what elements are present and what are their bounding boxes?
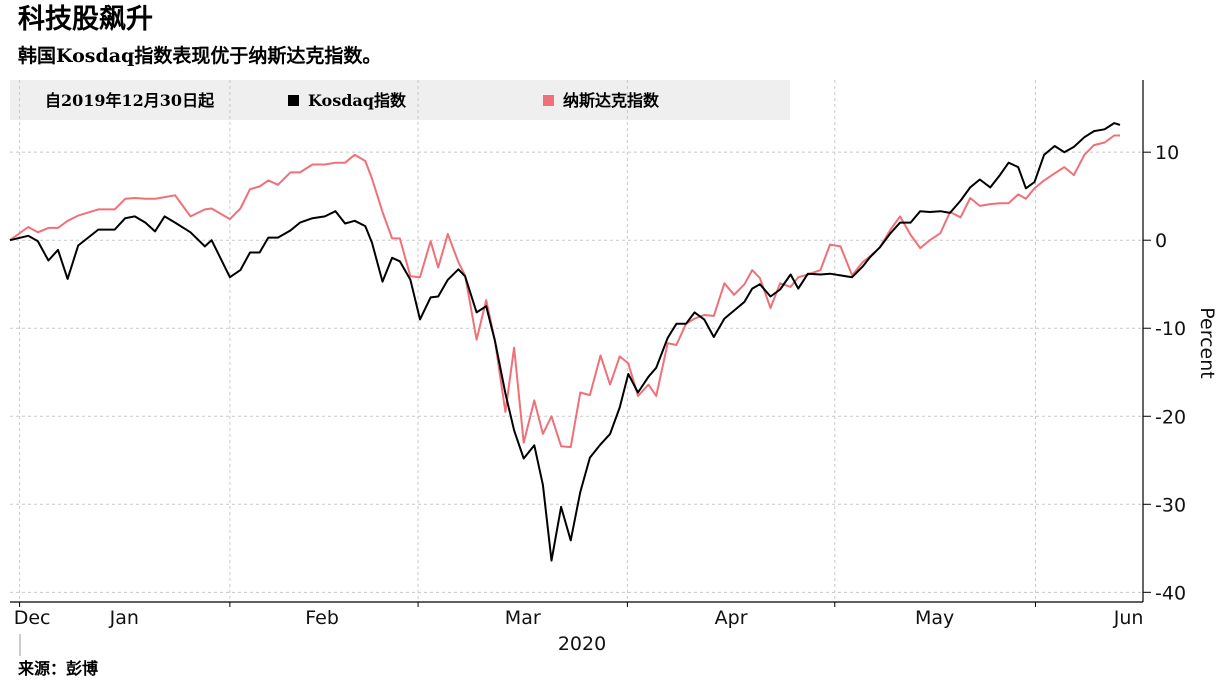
chart-title: 科技股飙升: [18, 4, 153, 35]
x-tick-label: May: [915, 607, 954, 629]
x-tick-label: Apr: [715, 607, 748, 629]
y-tick-label: -20: [1155, 406, 1186, 428]
legend-label: 纳斯达克指数: [563, 91, 660, 110]
x-tick-label: Dec: [14, 607, 51, 629]
legend-swatch: [288, 95, 299, 106]
y-tick-label: -30: [1155, 494, 1186, 516]
series-line: [9, 134, 1120, 449]
legend-note: 自2019年12月30日起: [45, 91, 215, 110]
x-axis-label: 2020: [558, 633, 606, 655]
x-tick-label: Jan: [109, 607, 139, 629]
legend-label: Kosdaq指数: [308, 91, 407, 110]
y-tick-label: 10: [1155, 142, 1179, 164]
y-tick-label: -10: [1155, 318, 1186, 340]
x-tick-label: Mar: [505, 607, 541, 629]
y-tick-label: -40: [1155, 582, 1186, 604]
y-axis-label: Percent: [1196, 307, 1218, 379]
series-line: [9, 122, 1121, 562]
x-tick-label: Jun: [1113, 607, 1144, 629]
source: 来源：彭博: [17, 659, 98, 678]
legend-box: [10, 80, 790, 120]
chart-subtitle: 韩国Kosdaq指数表现优于纳斯达克指数。: [18, 44, 381, 67]
y-tick-label: 0: [1155, 230, 1167, 252]
x-tick-label: Feb: [305, 607, 339, 629]
legend-swatch: [543, 95, 554, 106]
